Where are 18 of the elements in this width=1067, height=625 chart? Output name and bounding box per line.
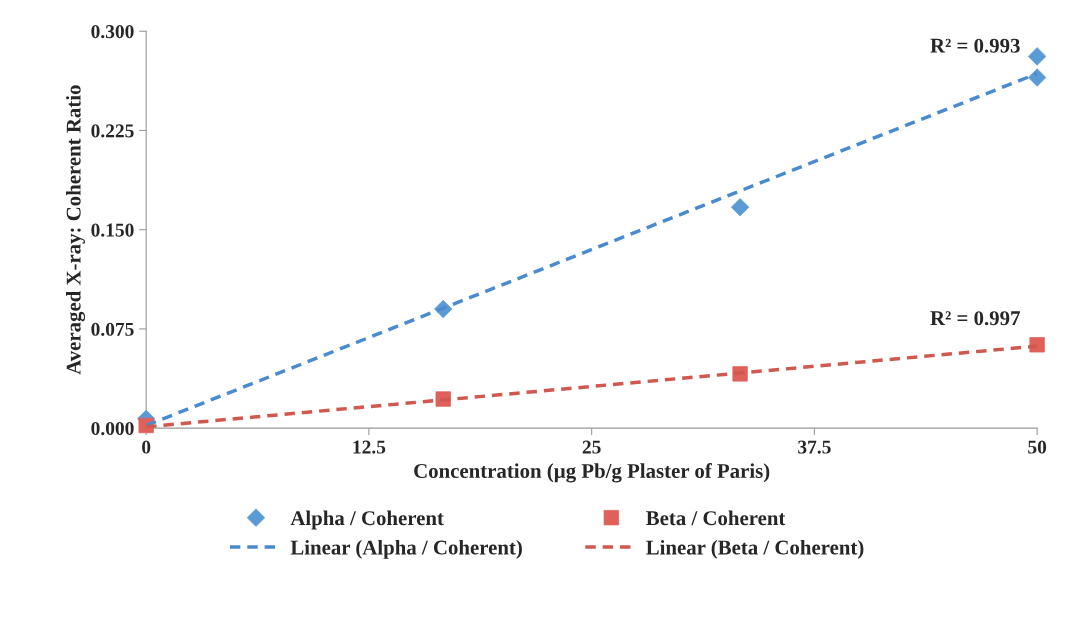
x-tick-label: 50	[1028, 440, 1047, 454]
x-tick-label: 37.5	[798, 440, 831, 454]
annotation: R² = 0.997	[930, 311, 1020, 326]
x-axis-title: Concentration (µg Pb/g Plaster of Paris)	[414, 463, 770, 483]
y-tick-label: 0.000	[91, 421, 134, 436]
annotation: R² = 0.993	[930, 38, 1020, 53]
y-axis-title: Averaged X-ray: Coherent Ratio	[66, 85, 86, 375]
y-tick-label: 0.225	[91, 124, 134, 138]
x-tick-label: 12.5	[353, 440, 386, 454]
y-tick-label: 0.150	[91, 223, 134, 237]
legend-label: Linear (Beta / Coherent)	[646, 539, 864, 559]
legend-label: Linear (Alpha / Coherent)	[290, 539, 522, 559]
legend-label: Beta / Coherent	[646, 510, 786, 526]
x-tick-label: 25	[582, 440, 601, 454]
y-tick-label: 0.300	[91, 25, 134, 39]
y-tick-label: 0.075	[91, 322, 134, 336]
x-tick-label: 0	[142, 440, 151, 454]
legend-label: Alpha / Coherent	[290, 510, 444, 530]
